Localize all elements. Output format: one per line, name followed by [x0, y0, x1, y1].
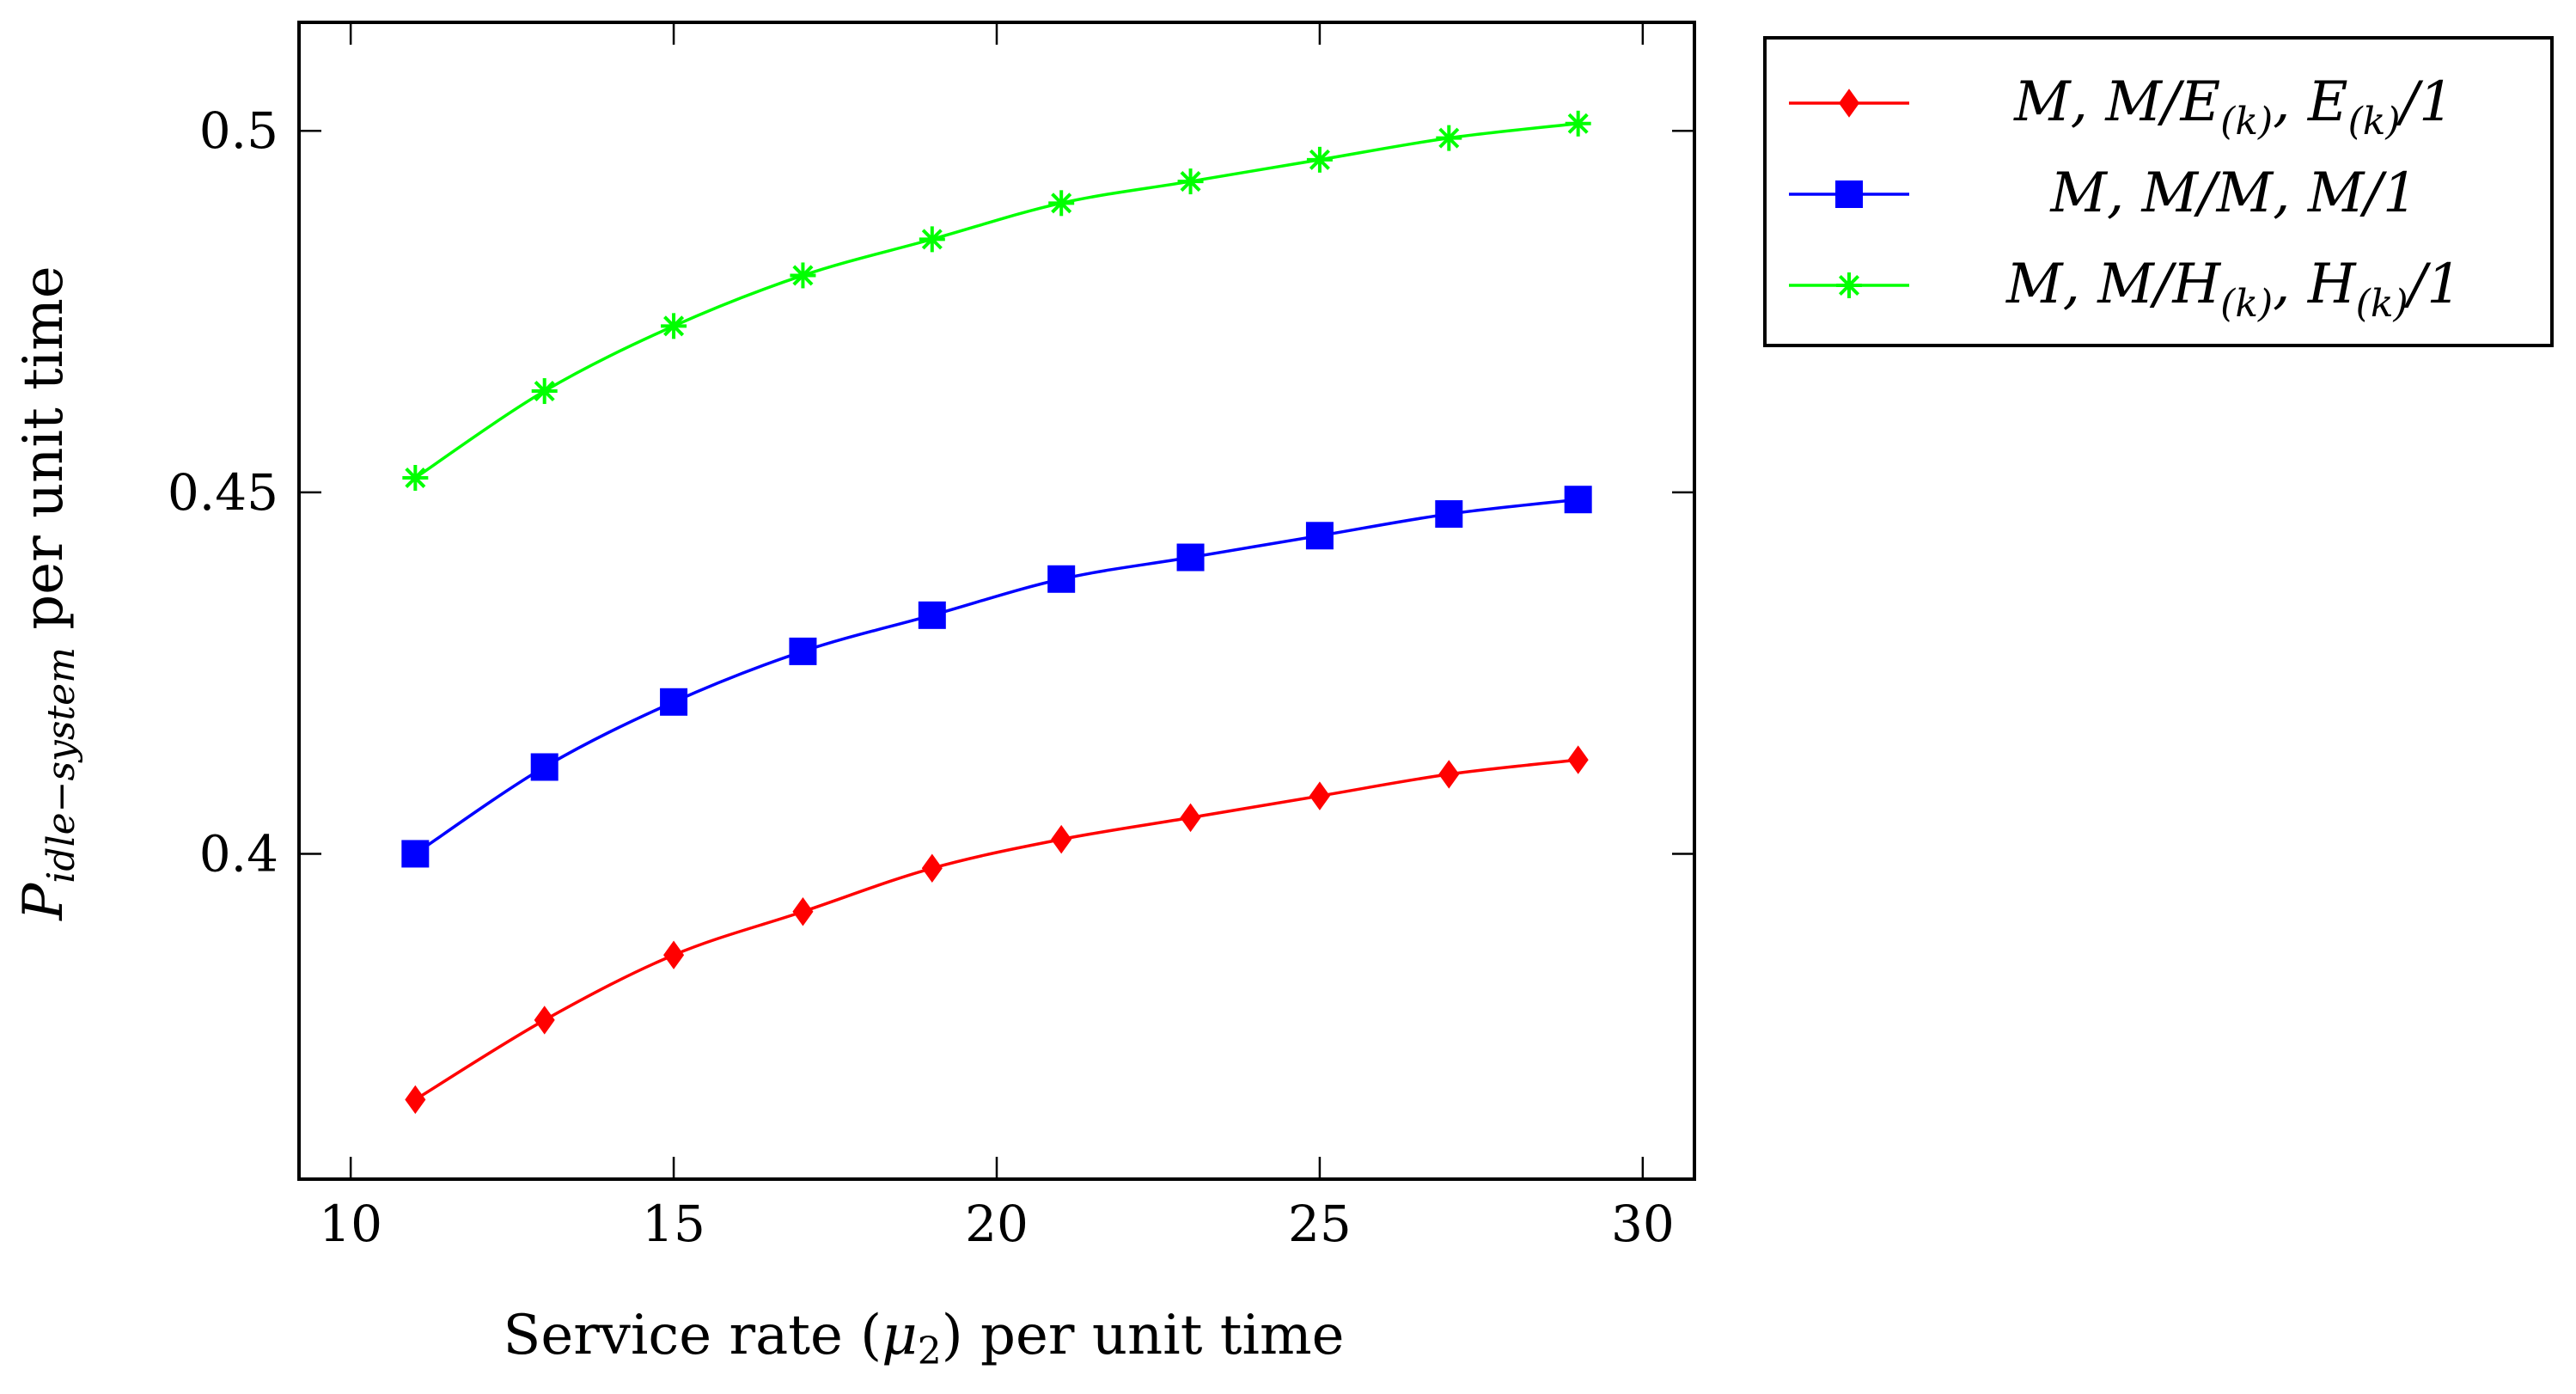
plot-frame [297, 21, 1696, 1181]
data-point [531, 378, 558, 405]
x-tick-label: 20 [965, 1195, 1029, 1253]
data-point [918, 601, 946, 629]
data-point [792, 897, 814, 926]
data-point [1564, 486, 1592, 514]
series-2 [402, 110, 1591, 491]
legend-label: M, M/H(k), H(k)/1 [2005, 253, 2462, 326]
data-point [661, 313, 687, 339]
legend-marker [1835, 180, 1863, 208]
legend-entry: M, M/M, M/1 [1789, 162, 2418, 225]
series-layer [401, 110, 1592, 1115]
data-point [1048, 190, 1075, 217]
legend-entry: M, M/H(k), H(k)/1 [1789, 253, 2462, 326]
data-point [921, 853, 943, 883]
data-point [1305, 522, 1334, 550]
y-tick-label: 0.5 [199, 101, 278, 160]
series-line [414, 758, 1578, 1101]
data-point [1047, 565, 1076, 593]
data-point [401, 840, 430, 868]
data-point [1436, 125, 1462, 151]
data-point [1565, 110, 1591, 137]
x-tick-label: 10 [319, 1195, 382, 1253]
y-tick-label: 0.4 [199, 824, 278, 883]
legend-label: M, M/M, M/1 [2049, 162, 2417, 225]
data-point [1438, 760, 1460, 789]
data-point [1435, 500, 1463, 529]
data-point [919, 226, 945, 253]
x-tick-label: 15 [642, 1195, 705, 1253]
data-point [1306, 146, 1333, 173]
data-point [789, 637, 817, 665]
legend-box [1763, 36, 2554, 347]
data-point [530, 753, 559, 781]
data-point [660, 688, 688, 716]
data-point [1051, 824, 1072, 854]
x-tick-label: 30 [1611, 1195, 1675, 1253]
tick-layer: 10 15 20 25 30 0.4 0.45 0.5 [168, 22, 1694, 1253]
data-point [405, 1085, 426, 1115]
data-point [1567, 745, 1589, 774]
legend-entry: M, M/E(k), E(k)/1 [1789, 70, 2454, 144]
series-line [414, 122, 1578, 480]
data-point [663, 940, 685, 969]
series-line [414, 498, 1578, 855]
x-axis-label: Service rate (μ2) per unit time [503, 1304, 1344, 1373]
series-1 [401, 486, 1592, 868]
series-0 [405, 745, 1589, 1115]
data-point [1309, 781, 1330, 810]
data-point [1180, 803, 1201, 833]
legend: M, M/E(k), E(k)/1 M, M/M, M/1 M, M/H(k), H… [1763, 36, 2554, 347]
legend-label: M, M/E(k), E(k)/1 [2013, 70, 2454, 144]
data-point [534, 1006, 555, 1035]
y-axis-label: Pidle−system per unit time [12, 266, 83, 921]
y-tick-label: 0.45 [168, 463, 278, 522]
data-point [790, 262, 816, 289]
x-tick-label: 25 [1288, 1195, 1352, 1253]
legend-marker [1838, 89, 1860, 118]
data-point [1176, 543, 1205, 572]
data-point [1177, 168, 1204, 195]
legend-marker [1836, 272, 1862, 298]
data-point [402, 464, 429, 491]
